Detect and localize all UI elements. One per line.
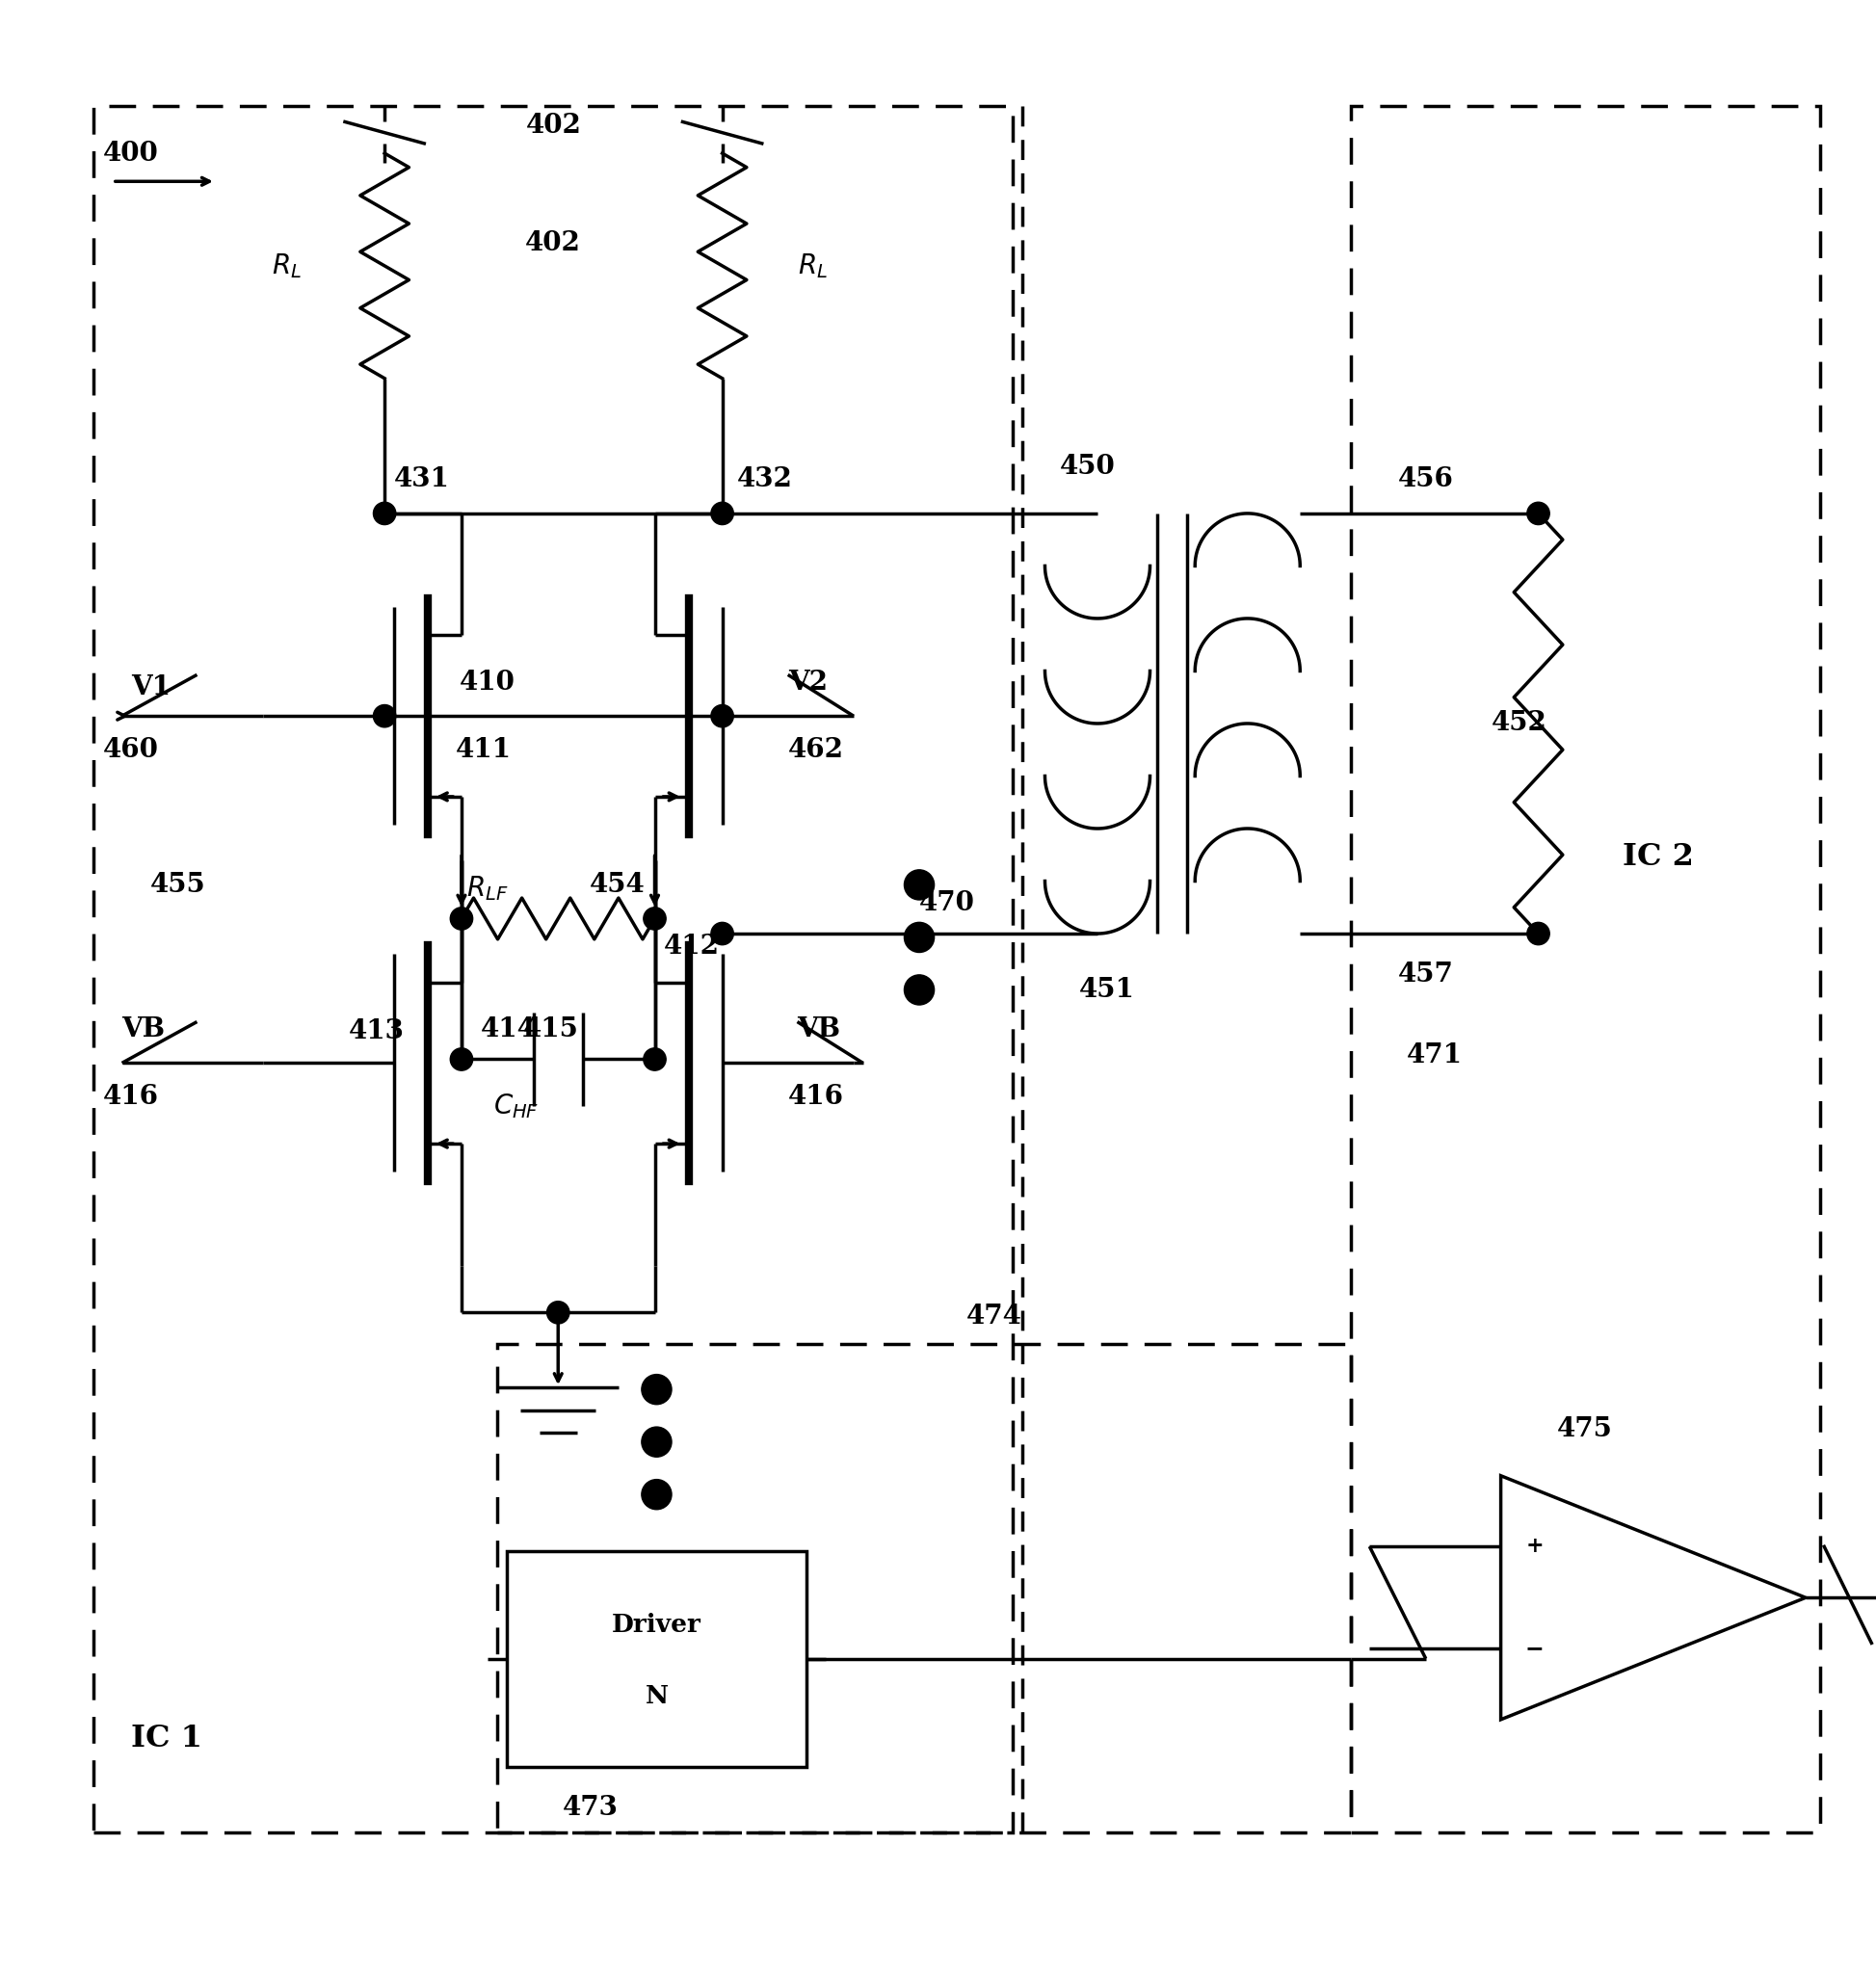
Bar	[1351, 107, 1820, 1832]
Circle shape	[1527, 923, 1550, 945]
Text: 462: 462	[788, 737, 844, 763]
Text: 413: 413	[349, 1018, 405, 1043]
Text: 402: 402	[525, 113, 582, 138]
Text: 475: 475	[1557, 1417, 1613, 1442]
Text: 416: 416	[103, 1083, 159, 1111]
Circle shape	[450, 907, 473, 931]
Circle shape	[904, 923, 934, 952]
Circle shape	[711, 502, 734, 526]
Text: 451: 451	[1079, 976, 1135, 1004]
Text: 432: 432	[737, 466, 794, 492]
Bar	[497, 1344, 1351, 1832]
Text: 471: 471	[1407, 1043, 1463, 1069]
Text: +: +	[1525, 1535, 1544, 1557]
Text: 457: 457	[1398, 962, 1454, 988]
Circle shape	[904, 974, 934, 1006]
Circle shape	[548, 1302, 570, 1324]
Text: $R_{LF}$: $R_{LF}$	[467, 873, 508, 903]
Circle shape	[711, 923, 734, 945]
Text: 474: 474	[966, 1304, 1022, 1330]
Text: 411: 411	[456, 737, 512, 763]
Text: $C_{HF}$: $C_{HF}$	[493, 1093, 538, 1120]
Text: 431: 431	[394, 466, 450, 492]
Text: 454: 454	[589, 871, 645, 897]
Text: 470: 470	[919, 891, 976, 917]
Circle shape	[373, 705, 396, 727]
Circle shape	[643, 1047, 666, 1071]
Circle shape	[1527, 502, 1550, 526]
Text: 412: 412	[664, 935, 720, 960]
Circle shape	[642, 1427, 672, 1456]
Text: 452: 452	[1491, 711, 1548, 737]
Text: N: N	[645, 1684, 668, 1707]
Text: IC 1: IC 1	[131, 1723, 203, 1753]
Text: V2: V2	[788, 670, 827, 696]
Text: VB: VB	[122, 1016, 165, 1041]
Circle shape	[373, 502, 396, 526]
Text: 455: 455	[150, 871, 206, 897]
Text: $R_L$: $R_L$	[272, 251, 302, 281]
Circle shape	[904, 869, 934, 899]
Text: 473: 473	[563, 1794, 619, 1820]
Text: 456: 456	[1398, 466, 1454, 492]
Text: IC 2: IC 2	[1623, 842, 1694, 871]
Text: 410: 410	[460, 670, 516, 696]
Bar	[94, 107, 1013, 1832]
Text: 415: 415	[523, 1016, 580, 1041]
Text: 416: 416	[788, 1083, 844, 1111]
Text: 460: 460	[103, 737, 159, 763]
Text: 400: 400	[103, 140, 159, 166]
Bar	[507, 1551, 807, 1767]
Text: V1: V1	[131, 676, 171, 701]
Circle shape	[642, 1375, 672, 1405]
Text: 450: 450	[1060, 454, 1116, 480]
Text: Driver: Driver	[612, 1612, 702, 1636]
Text: VB: VB	[797, 1016, 840, 1041]
Text: 414: 414	[480, 1016, 537, 1041]
Text: 402: 402	[525, 231, 582, 257]
Circle shape	[450, 1047, 473, 1071]
Text: $R_L$: $R_L$	[797, 251, 827, 281]
Circle shape	[643, 907, 666, 931]
Circle shape	[711, 705, 734, 727]
Circle shape	[642, 1480, 672, 1510]
Text: −: −	[1525, 1638, 1544, 1660]
